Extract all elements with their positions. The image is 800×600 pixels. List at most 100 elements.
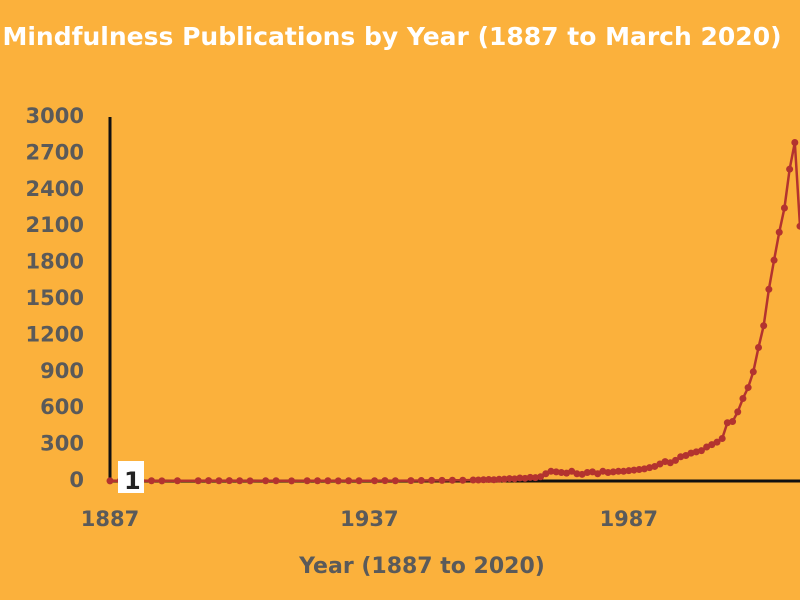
data-point xyxy=(547,467,555,475)
data-point xyxy=(490,476,498,484)
data-point xyxy=(708,441,716,449)
data-point xyxy=(671,456,679,464)
data-point xyxy=(303,477,311,485)
data-point xyxy=(355,477,363,485)
data-point xyxy=(469,476,477,484)
data-point xyxy=(573,470,581,478)
data-point xyxy=(542,470,550,478)
data-point xyxy=(760,322,768,330)
data-point xyxy=(604,469,612,477)
data-point xyxy=(749,368,757,376)
data-point xyxy=(407,477,415,485)
data-point xyxy=(272,477,280,485)
data-point xyxy=(682,452,690,460)
y-tick-label: 1500 xyxy=(26,286,84,310)
data-point xyxy=(474,476,482,484)
data-point xyxy=(391,477,399,485)
data-point xyxy=(765,285,773,293)
data-point xyxy=(625,467,633,475)
data-point xyxy=(438,476,446,484)
data-point xyxy=(713,438,721,446)
data-label: 1 xyxy=(124,467,141,495)
data-point xyxy=(262,477,270,485)
data-point xyxy=(106,477,114,485)
data-point xyxy=(791,138,799,146)
y-tick-label: 1800 xyxy=(26,250,84,274)
data-point xyxy=(516,474,524,482)
data-point xyxy=(158,477,166,485)
data-point xyxy=(537,473,545,481)
data-point xyxy=(609,468,617,476)
data-point xyxy=(568,467,576,475)
data-point xyxy=(236,477,244,485)
data-point xyxy=(754,344,762,352)
data-point xyxy=(729,418,737,426)
data-point xyxy=(511,475,519,483)
data-point xyxy=(495,475,503,483)
data-point xyxy=(334,477,342,485)
data-point xyxy=(651,462,659,470)
data-point xyxy=(552,468,560,476)
data-line xyxy=(109,142,800,483)
data-point xyxy=(718,435,726,443)
data-point xyxy=(775,228,783,236)
y-tick-label: 2100 xyxy=(26,213,84,237)
data-point xyxy=(288,477,296,485)
data-point xyxy=(557,469,565,477)
data-point xyxy=(739,394,747,402)
data-point xyxy=(345,477,353,485)
data-point xyxy=(666,459,674,467)
y-tick-label: 2400 xyxy=(26,177,84,201)
data-point xyxy=(480,476,488,484)
data-point xyxy=(635,465,643,473)
data-point xyxy=(594,470,602,478)
chart-title: Mindfulness Publications by Year (1887 t… xyxy=(2,22,781,51)
y-tick-label: 600 xyxy=(40,395,84,419)
y-tick-label: 300 xyxy=(40,432,84,456)
y-tick-label: 1200 xyxy=(26,322,84,346)
x-tick-label: 1887 xyxy=(81,507,139,531)
data-label-box xyxy=(118,461,144,493)
y-tick-label: 2700 xyxy=(26,140,84,164)
data-point xyxy=(428,476,436,484)
x-tick-label: 1937 xyxy=(340,507,398,531)
data-point xyxy=(148,477,156,485)
data-point xyxy=(324,477,332,485)
y-tick-label: 0 xyxy=(69,468,84,492)
data-point xyxy=(583,469,591,477)
data-point xyxy=(500,475,508,483)
data-point xyxy=(417,477,425,485)
data-point xyxy=(381,477,389,485)
x-axis-label: Year (1887 to 2020) xyxy=(298,554,545,579)
data-point xyxy=(194,477,202,485)
data-point xyxy=(314,477,322,485)
data-point xyxy=(205,477,213,485)
data-point xyxy=(786,165,794,173)
data-point xyxy=(796,222,800,230)
data-point xyxy=(630,466,638,474)
data-point xyxy=(656,460,664,468)
data-point xyxy=(173,477,181,485)
data-point xyxy=(734,408,742,416)
data-point xyxy=(215,477,223,485)
data-point xyxy=(246,477,254,485)
data-point xyxy=(225,477,233,485)
data-point xyxy=(614,467,622,475)
data-point xyxy=(459,476,467,484)
data-point xyxy=(744,384,752,392)
y-tick-label: 3000 xyxy=(26,104,84,128)
data-point xyxy=(521,474,529,482)
x-tick-label: 1987 xyxy=(600,507,658,531)
data-point xyxy=(526,473,534,481)
data-point xyxy=(531,474,539,482)
data-point xyxy=(770,256,778,264)
data-point xyxy=(780,204,788,212)
data-point xyxy=(448,476,456,484)
data-point xyxy=(371,477,379,485)
data-point xyxy=(505,475,513,483)
data-point xyxy=(620,467,628,475)
data-point xyxy=(703,443,711,451)
data-point xyxy=(697,447,705,455)
y-tick-label: 900 xyxy=(40,359,84,383)
